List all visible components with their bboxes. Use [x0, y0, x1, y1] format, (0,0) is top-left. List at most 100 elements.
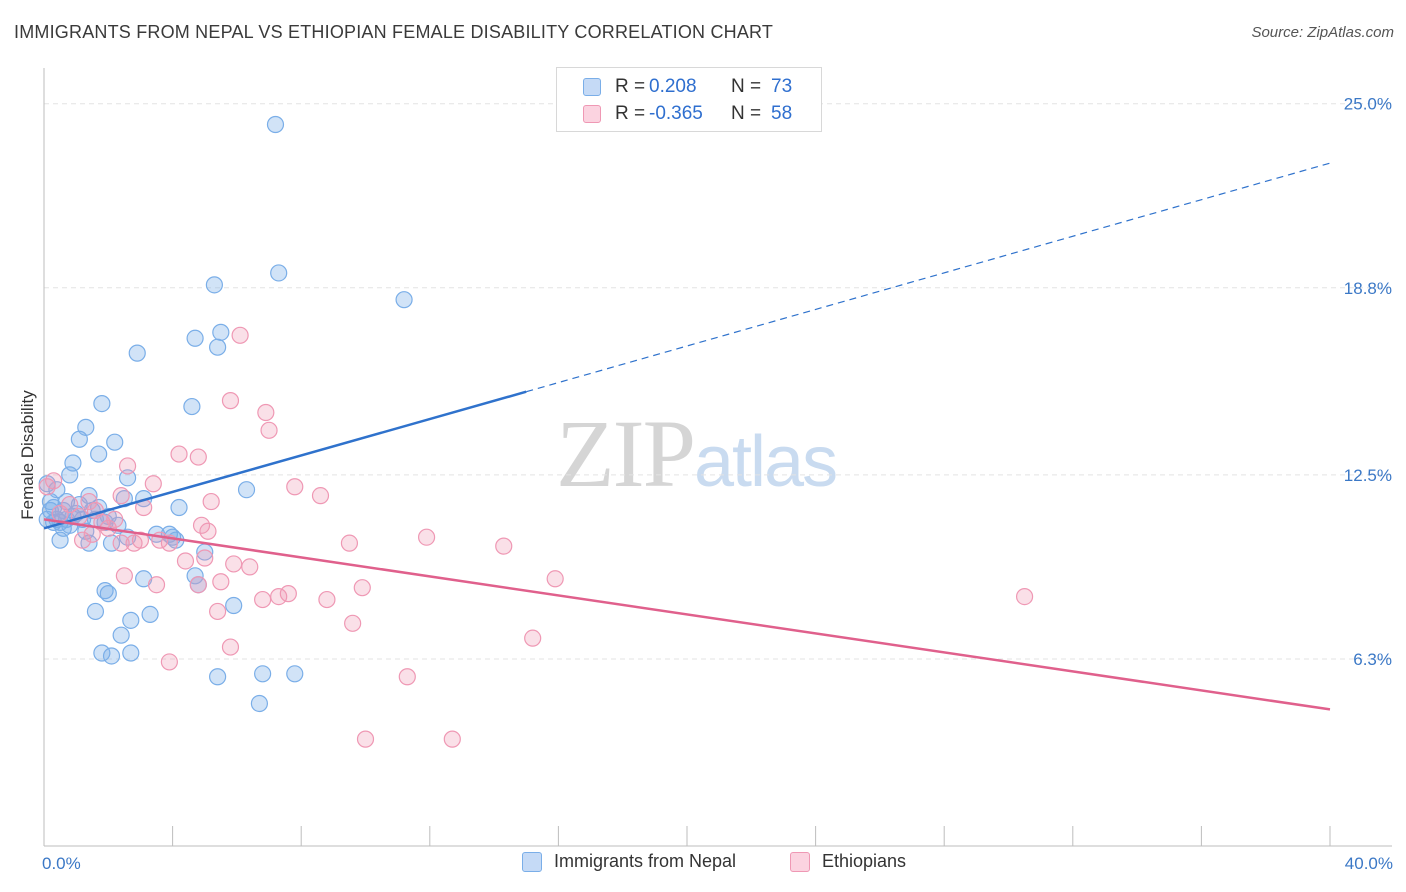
y-tick-label: 25.0% — [1344, 95, 1392, 114]
ethiopians-point — [144, 475, 162, 493]
bottom-legend-swatch-nepal — [522, 851, 542, 872]
legend-r-value: 0.208 — [649, 76, 697, 97]
y-tick-label: 12.5% — [1344, 466, 1392, 485]
ethiopians-point — [356, 730, 375, 748]
nepal-point — [209, 668, 227, 686]
ethiopians-point — [221, 392, 240, 410]
legend-r-value: -0.365 — [649, 103, 703, 124]
nepal-point — [102, 647, 121, 665]
ethiopians-point — [147, 576, 166, 594]
ethiopians-point — [160, 653, 178, 671]
legend-row-ethiopians: R = -0.365 N = 58 — [583, 103, 792, 125]
nepal-trend-extension — [526, 162, 1331, 393]
ethiopians-point — [115, 567, 133, 585]
y-tick-label: 6.3% — [1353, 650, 1392, 669]
legend-row-nepal: R = 0.208 N = 73 — [583, 76, 792, 98]
nepal-point — [254, 665, 272, 683]
ethiopians-point — [398, 668, 416, 686]
ethiopians-point — [260, 421, 278, 439]
ethiopians-point — [80, 492, 98, 511]
nepal-point — [266, 115, 285, 134]
nepal-point — [122, 644, 140, 662]
source-label: Source: ZipAtlas.com — [1251, 24, 1394, 41]
nepal-point — [186, 329, 204, 347]
bottom-legend-nepal: Immigrants from Nepal — [522, 851, 736, 872]
nepal-point — [209, 338, 227, 356]
x-tick-label: 40.0% — [1345, 854, 1393, 873]
ethiopians-point — [118, 457, 137, 475]
ethiopians-point — [443, 730, 461, 748]
nepal-point — [93, 644, 111, 662]
ethiopians-point — [311, 487, 330, 505]
ethiopians-point — [176, 552, 195, 570]
nepal-point — [212, 323, 230, 341]
ethiopians-point — [112, 534, 130, 552]
ethiopians-point — [125, 534, 143, 552]
legend-r-label: R = — [615, 76, 646, 97]
ethiopians-trend-line — [43, 518, 1331, 711]
ethiopians-point — [112, 487, 130, 505]
nepal-point — [286, 665, 304, 683]
ethiopians-point — [106, 510, 124, 528]
ethiopians-point — [199, 522, 217, 540]
ethiopians-point — [73, 531, 92, 549]
ethiopians-point — [189, 448, 207, 466]
legend-n-label: N = — [731, 103, 762, 124]
ethiopians-point — [212, 573, 230, 591]
nepal-point — [48, 481, 66, 499]
ethiopians-point — [196, 549, 214, 567]
nepal-point — [99, 585, 117, 603]
nepal-point — [93, 395, 111, 413]
ethiopians-point — [417, 528, 436, 546]
nepal-point — [141, 605, 159, 624]
nepal-point — [250, 694, 269, 713]
ethiopians-point — [257, 403, 275, 422]
ethiopians-point — [344, 614, 362, 632]
ethiopians-point — [192, 516, 211, 534]
ethiopians-point — [524, 629, 542, 647]
ethiopians-point — [241, 558, 259, 576]
legend-swatch-ethiopians — [583, 105, 601, 123]
nepal-point — [70, 495, 88, 514]
watermark-atlas: atlas — [694, 422, 838, 502]
ethiopians-point — [279, 585, 297, 603]
y-tick-label: 18.8% — [1344, 279, 1392, 298]
ethiopians-point — [38, 478, 56, 496]
chart-title: IMMIGRANTS FROM NEPAL VS ETHIOPIAN FEMAL… — [14, 22, 774, 42]
ethiopians-point — [209, 602, 227, 621]
nepal-point — [225, 596, 243, 615]
nepal-point — [205, 276, 223, 294]
ethiopians-point — [231, 326, 249, 344]
ethiopians-point — [495, 537, 513, 555]
ethiopians-point — [340, 534, 359, 552]
ethiopians-point — [270, 587, 288, 606]
nepal-point — [237, 481, 256, 499]
nepal-point — [41, 501, 60, 520]
nepal-point — [86, 602, 105, 621]
x-tick-label: 0.0% — [42, 854, 81, 873]
nepal-point — [51, 531, 69, 549]
nepal-point — [395, 291, 413, 309]
nepal-point — [270, 264, 288, 282]
ethiopians-point — [353, 579, 371, 597]
watermark-zip: ZIP — [556, 400, 696, 507]
nepal-point — [112, 626, 130, 644]
bottom-legend-label-nepal: Immigrants from Nepal — [554, 851, 737, 871]
ethiopians-point — [221, 638, 240, 656]
legend-n-value: 73 — [771, 76, 793, 97]
nepal-point — [170, 498, 188, 517]
ethiopians-point — [286, 478, 304, 496]
correlation-legend: R = 0.208 N = 73 R = -0.365 N = 58 — [556, 67, 822, 132]
nepal-point — [118, 469, 137, 487]
ethiopians-point — [318, 590, 336, 609]
bottom-legend-swatch-ethiopians — [790, 851, 810, 872]
legend-n-label: N = — [731, 76, 762, 97]
legend-n-value: 58 — [771, 103, 793, 124]
ethiopians-point — [45, 472, 63, 490]
nepal-point — [106, 433, 124, 451]
ethiopians-point — [225, 555, 243, 573]
nepal-point — [90, 445, 108, 463]
bottom-legend-ethiopians: Ethiopians — [790, 851, 906, 872]
ethiopians-point — [202, 492, 220, 511]
